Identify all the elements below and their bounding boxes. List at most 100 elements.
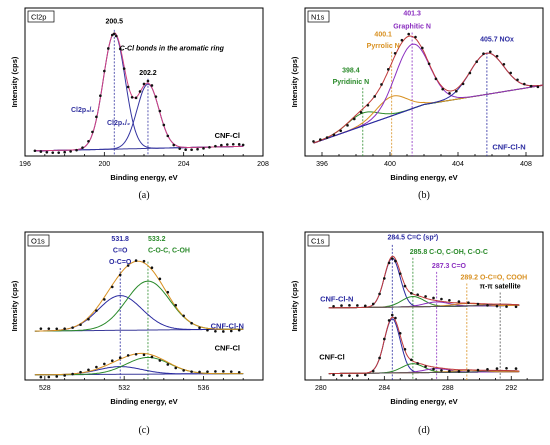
data-point	[71, 372, 74, 376]
data-point	[95, 309, 98, 312]
data-point	[103, 362, 106, 366]
data-point	[206, 328, 209, 332]
data-point	[99, 94, 102, 98]
data-point	[390, 257, 394, 260]
data-point	[440, 297, 443, 301]
data-point	[356, 304, 359, 307]
data-point	[39, 150, 43, 153]
region-tag-box	[307, 10, 330, 23]
y-axis-title: Intensity (cps)	[290, 56, 299, 107]
data-point	[241, 143, 245, 147]
data-point	[142, 82, 146, 86]
data-point	[229, 370, 233, 373]
data-point	[178, 147, 181, 150]
data-point	[190, 321, 193, 325]
data-point	[432, 296, 435, 300]
x-tick-label: 204	[178, 161, 190, 168]
sample-label: CNF-Cl	[319, 352, 344, 361]
data-point	[407, 32, 411, 36]
data-point	[424, 365, 427, 368]
peak-label: 202.2	[139, 70, 157, 77]
data-point	[63, 150, 66, 154]
data-point	[142, 353, 146, 357]
spectrum-group-1	[34, 352, 244, 379]
fit-envelope-line	[328, 316, 520, 375]
region-tag-box	[307, 234, 330, 247]
data-point	[71, 326, 74, 329]
x-tick-label: 196	[19, 161, 31, 168]
data-point	[332, 373, 335, 377]
data-point	[424, 295, 427, 298]
data-point	[366, 103, 370, 107]
data-point	[332, 133, 336, 137]
panel-cl2p: 196 200 204 208 Binding energy, eV Intensity …	[10, 7, 269, 201]
data-point	[432, 367, 435, 371]
data-point	[126, 85, 130, 89]
x-tick-label: 280	[315, 385, 327, 392]
data-point	[340, 374, 343, 377]
data-point	[202, 147, 205, 150]
data-point	[348, 304, 351, 307]
data-point	[55, 375, 59, 378]
annotation-label: π-π satellite	[480, 284, 521, 291]
data-point	[118, 356, 122, 359]
data-point	[87, 139, 90, 143]
data-point	[126, 354, 130, 357]
data-point	[363, 373, 367, 377]
x-tick-label: 404	[452, 161, 464, 168]
spectrum-group-0	[312, 32, 544, 144]
spectrum-group-1	[328, 313, 520, 377]
fit-component-line	[328, 318, 520, 375]
data-point	[174, 366, 178, 370]
data-point	[353, 117, 356, 121]
x-tick-label: 528	[39, 385, 51, 392]
data-point	[371, 369, 375, 373]
data-point	[134, 259, 138, 262]
data-point	[403, 347, 407, 351]
data-point	[325, 136, 329, 139]
data-point	[138, 90, 142, 93]
data-point	[172, 143, 176, 147]
spectrum-group-0	[328, 255, 520, 309]
data-point	[410, 358, 413, 362]
data-point	[475, 60, 479, 64]
data-point	[206, 370, 209, 373]
peak-label: O-C=O	[109, 259, 132, 266]
x-tick-label: 284	[378, 385, 390, 392]
data-point	[118, 273, 122, 277]
data-point	[495, 54, 499, 58]
data-point	[468, 71, 472, 75]
data-point	[387, 319, 391, 322]
data-point	[51, 151, 55, 154]
data-point	[166, 134, 170, 138]
background-line	[313, 84, 544, 144]
data-point	[166, 290, 170, 294]
panel-o1s: 528 532 536 Binding energy, eV Intensity (cp…	[10, 231, 264, 436]
data-point	[455, 89, 458, 93]
data-point	[231, 142, 235, 146]
panel-n1s: 396 400 404 408 Binding energy, eV Intensity …	[290, 7, 544, 201]
data-point	[63, 327, 66, 330]
data-point	[198, 370, 201, 374]
data-point	[332, 304, 335, 308]
data-point	[110, 33, 114, 37]
x-tick-label: 536	[198, 385, 210, 392]
data-point	[410, 292, 413, 295]
data-point	[182, 369, 185, 372]
data-point	[400, 38, 404, 42]
data-point	[150, 84, 154, 87]
data-point	[95, 365, 98, 369]
data-point	[39, 375, 43, 379]
panel-c1s: 280 284 288 292 Binding energy, eV Intensity …	[290, 231, 544, 436]
data-point	[448, 369, 451, 373]
data-point	[505, 366, 508, 370]
x-tick-label: 400	[384, 161, 396, 168]
data-point	[348, 374, 351, 377]
x-tick-label: 288	[442, 385, 454, 392]
fit-envelope-line	[34, 352, 244, 376]
data-point	[427, 62, 431, 66]
data-point	[237, 370, 241, 374]
data-point	[339, 129, 343, 133]
data-point	[356, 374, 359, 377]
peak-label: Pyridinic N	[333, 79, 370, 86]
